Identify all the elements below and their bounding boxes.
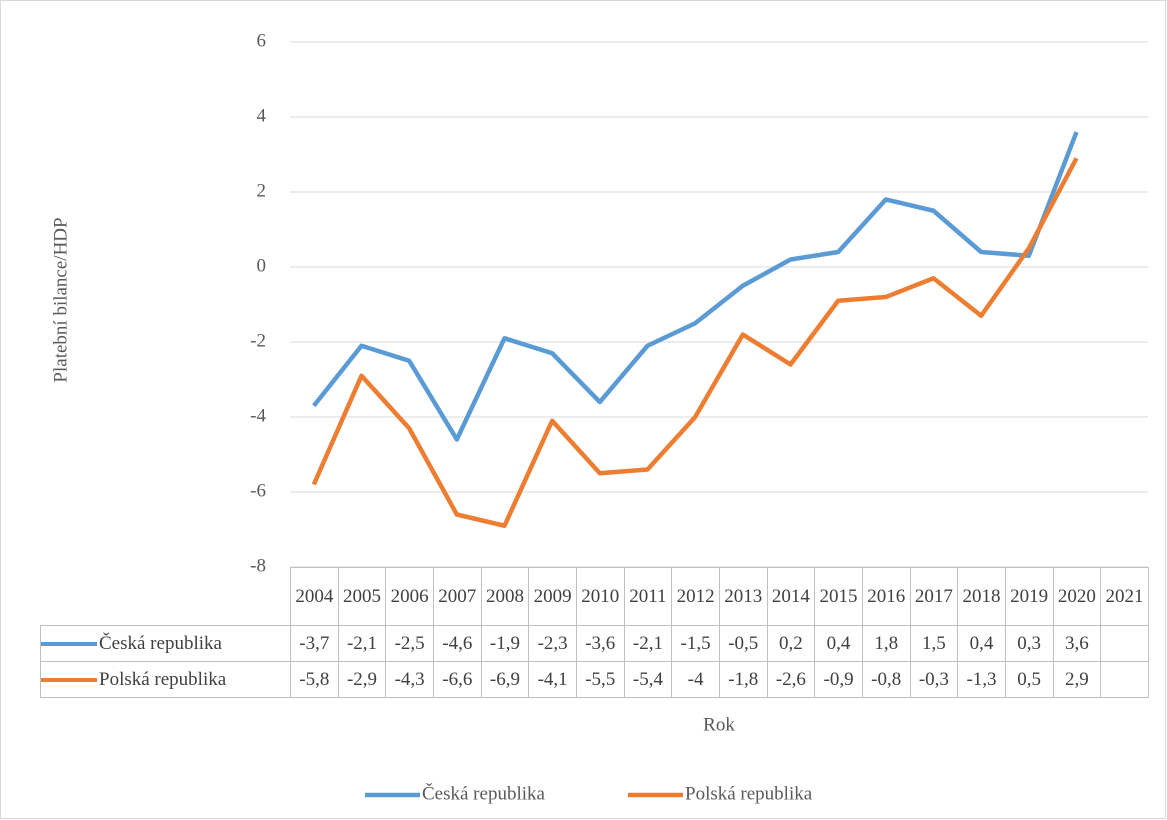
x-tick-label: 2006 bbox=[385, 567, 434, 626]
data-label: -0,5 bbox=[718, 625, 768, 662]
y-tick-label: -2 bbox=[250, 330, 266, 351]
data-label: -1,3 bbox=[957, 661, 1006, 698]
table-row-header: Polská republika bbox=[40, 661, 291, 698]
x-tick-label: 2013 bbox=[718, 567, 768, 626]
data-label bbox=[1100, 625, 1149, 662]
data-label: -2,1 bbox=[337, 625, 387, 662]
y-axis-label: Platební bilance/HDP bbox=[50, 217, 71, 382]
x-tick-label: 2007 bbox=[432, 567, 482, 626]
y-tick-label: 0 bbox=[257, 255, 267, 276]
data-label: -0,9 bbox=[814, 661, 863, 698]
x-tick-label: 2010 bbox=[575, 567, 625, 626]
data-label: -2,5 bbox=[385, 625, 434, 662]
data-label: -6,6 bbox=[432, 661, 482, 698]
legend-label: Polská republika bbox=[685, 783, 813, 804]
data-label: -1,9 bbox=[480, 625, 530, 662]
legend-key bbox=[41, 678, 97, 683]
table-row-header: Česká republika bbox=[40, 625, 291, 662]
x-tick-label: 2012 bbox=[671, 567, 720, 626]
data-label: 3,6 bbox=[1052, 625, 1102, 662]
row-label: Polská republika bbox=[99, 668, 227, 690]
legend-label: Česká republika bbox=[422, 782, 546, 804]
table-corner bbox=[40, 567, 291, 626]
data-label: -2,6 bbox=[766, 661, 816, 698]
data-label: 0,5 bbox=[1004, 661, 1054, 698]
y-tick-label: -6 bbox=[250, 480, 266, 501]
x-tick-label: 2019 bbox=[1004, 567, 1054, 626]
data-label: -0,8 bbox=[861, 661, 911, 698]
data-label: -4,3 bbox=[385, 661, 434, 698]
data-label: -6,9 bbox=[480, 661, 530, 698]
data-label: -1,5 bbox=[671, 625, 720, 662]
x-tick-label: 2004 bbox=[290, 567, 339, 626]
y-tick-label: 2 bbox=[257, 180, 267, 201]
data-label: -5,8 bbox=[290, 661, 339, 698]
data-label: -2,1 bbox=[623, 625, 673, 662]
data-label: -2,9 bbox=[337, 661, 387, 698]
x-tick-label: 2018 bbox=[957, 567, 1006, 626]
data-label: 0,3 bbox=[1004, 625, 1054, 662]
data-label: 1,8 bbox=[861, 625, 911, 662]
y-tick-label: 4 bbox=[257, 105, 267, 126]
data-label bbox=[1100, 661, 1149, 698]
data-label: -1,8 bbox=[718, 661, 768, 698]
data-label: 0,4 bbox=[957, 625, 1006, 662]
data-table: 2004 2005 2006 2007 2008 2009 2010 2011 2012 2013… bbox=[40, 567, 1149, 698]
x-tick-label: 2009 bbox=[528, 567, 577, 626]
data-label: -5,4 bbox=[623, 661, 673, 698]
x-tick-label: 2020 bbox=[1052, 567, 1102, 626]
x-tick-label: 2016 bbox=[861, 567, 911, 626]
legend-key bbox=[41, 642, 97, 647]
data-label: -3,6 bbox=[575, 625, 625, 662]
data-label: 0,4 bbox=[814, 625, 863, 662]
x-tick-label: 2005 bbox=[337, 567, 387, 626]
x-tick-label: 2015 bbox=[814, 567, 863, 626]
x-tick-label: 2011 bbox=[623, 567, 673, 626]
data-label: -4,6 bbox=[432, 625, 482, 662]
x-tick-label: 2021 bbox=[1100, 567, 1149, 626]
data-label: -3,7 bbox=[290, 625, 339, 662]
data-label: -5,5 bbox=[575, 661, 625, 698]
line-series bbox=[311, 157, 1079, 528]
x-tick-label: 2014 bbox=[766, 567, 816, 626]
y-tick-label: 6 bbox=[257, 30, 267, 51]
x-tick-label: 2008 bbox=[480, 567, 530, 626]
row-label: Česká republika bbox=[99, 632, 222, 654]
data-label: -4,1 bbox=[528, 661, 577, 698]
data-label: 0,2 bbox=[766, 625, 816, 662]
x-tick-label: 2017 bbox=[909, 567, 959, 626]
x-axis-label: Rok bbox=[703, 714, 735, 735]
data-label: -0,3 bbox=[909, 661, 959, 698]
data-label: -2,3 bbox=[528, 625, 577, 662]
data-label: -4 bbox=[671, 661, 720, 698]
data-label: 2,9 bbox=[1052, 661, 1102, 698]
line-series bbox=[312, 131, 1079, 442]
y-tick-label: -4 bbox=[250, 405, 266, 426]
data-label: 1,5 bbox=[909, 625, 959, 662]
